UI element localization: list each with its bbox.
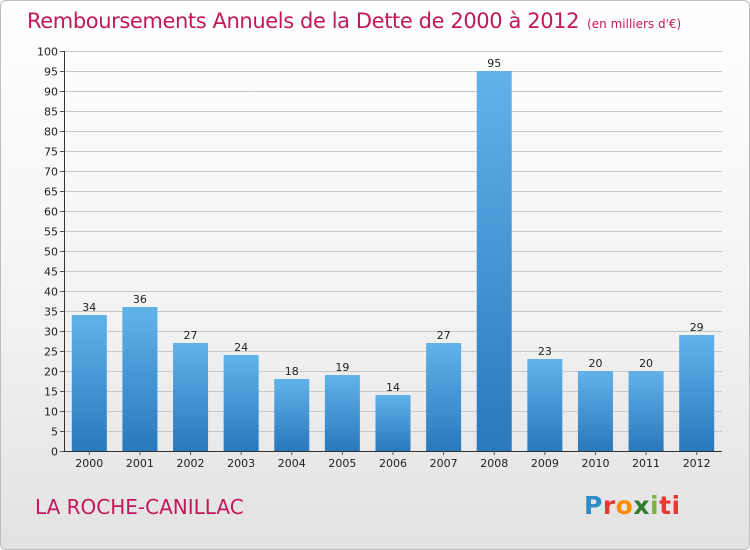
bar-2008 — [476, 71, 512, 451]
bar-2009 — [527, 359, 563, 451]
bar-2011 — [628, 371, 664, 451]
y-tick-label: 75 — [44, 146, 58, 159]
value-label-2008: 95 — [487, 57, 501, 70]
y-tick-label: 100 — [37, 46, 58, 59]
value-label-2004: 18 — [285, 365, 299, 378]
y-tick-label: 85 — [44, 106, 58, 119]
y-tick-label: 30 — [44, 326, 58, 339]
y-tick-label: 70 — [44, 166, 58, 179]
value-label-2010: 20 — [588, 357, 602, 370]
y-tick-label: 15 — [44, 386, 58, 399]
x-tick-label-2001: 2001 — [126, 457, 154, 470]
bar-2000 — [71, 315, 107, 451]
x-tick-label-2010: 2010 — [581, 457, 609, 470]
value-label-2000: 34 — [82, 301, 96, 314]
axes — [60, 51, 722, 455]
bar-2002 — [173, 343, 209, 451]
value-label-2007: 27 — [437, 329, 451, 342]
bar-2007 — [426, 343, 462, 451]
y-tick-label: 10 — [44, 406, 58, 419]
x-tick-label-2000: 2000 — [75, 457, 103, 470]
y-tick-label: 95 — [44, 66, 58, 79]
y-tick-label: 5 — [51, 426, 58, 439]
value-label-2006: 14 — [386, 381, 400, 394]
y-tick-label: 80 — [44, 126, 58, 139]
chart-unit: (en milliers d'€) — [587, 17, 682, 31]
chart-title: Remboursements Annuels de la Dette de 20… — [27, 9, 681, 33]
bar-2004 — [274, 379, 310, 451]
bar-2005 — [324, 375, 360, 451]
labels: 0 5 10 15 20 25 30 35 40 45 50 55 60 65 70 75 80 85 90 95 10… — [37, 46, 711, 471]
y-tick-label: 65 — [44, 186, 58, 199]
commune-name: LA ROCHE-CANILLAC — [35, 495, 244, 519]
x-tick-label-2005: 2005 — [328, 457, 356, 470]
x-tick-label-2007: 2007 — [430, 457, 458, 470]
x-tick-label-2009: 2009 — [531, 457, 559, 470]
y-tick-label: 35 — [44, 306, 58, 319]
x-tick-label-2011: 2011 — [632, 457, 660, 470]
x-tick-label-2008: 2008 — [480, 457, 508, 470]
y-tick-label: 40 — [44, 286, 58, 299]
y-tick-label: 0 — [51, 446, 58, 459]
bar-2012 — [679, 335, 715, 451]
bar-2003 — [223, 355, 259, 451]
proxiti-logo: Proxiti — [584, 491, 681, 520]
value-label-2001: 36 — [133, 293, 147, 306]
x-tick-label-2004: 2004 — [278, 457, 306, 470]
y-tick-label: 90 — [44, 86, 58, 99]
x-tick-label-2002: 2002 — [177, 457, 205, 470]
bar-2001 — [122, 307, 158, 451]
y-tick-label: 55 — [44, 226, 58, 239]
y-tick-label: 20 — [44, 366, 58, 379]
x-tick-label-2006: 2006 — [379, 457, 407, 470]
bar-2006 — [375, 395, 411, 451]
chart-title-text: Remboursements Annuels de la Dette de 20… — [27, 9, 580, 33]
y-tick-label: 45 — [44, 266, 58, 279]
value-label-2011: 20 — [639, 357, 653, 370]
y-tick-label: 50 — [44, 246, 58, 259]
x-tick-label-2003: 2003 — [227, 457, 255, 470]
x-tick-label-2012: 2012 — [683, 457, 711, 470]
bar-2010 — [577, 371, 613, 451]
value-label-2012: 29 — [690, 321, 704, 334]
value-label-2003: 24 — [234, 341, 248, 354]
value-label-2009: 23 — [538, 345, 552, 358]
y-tick-label: 60 — [44, 206, 58, 219]
value-label-2002: 27 — [184, 329, 198, 342]
y-tick-label: 25 — [44, 346, 58, 359]
bars — [71, 71, 715, 451]
value-label-2005: 19 — [335, 361, 349, 374]
